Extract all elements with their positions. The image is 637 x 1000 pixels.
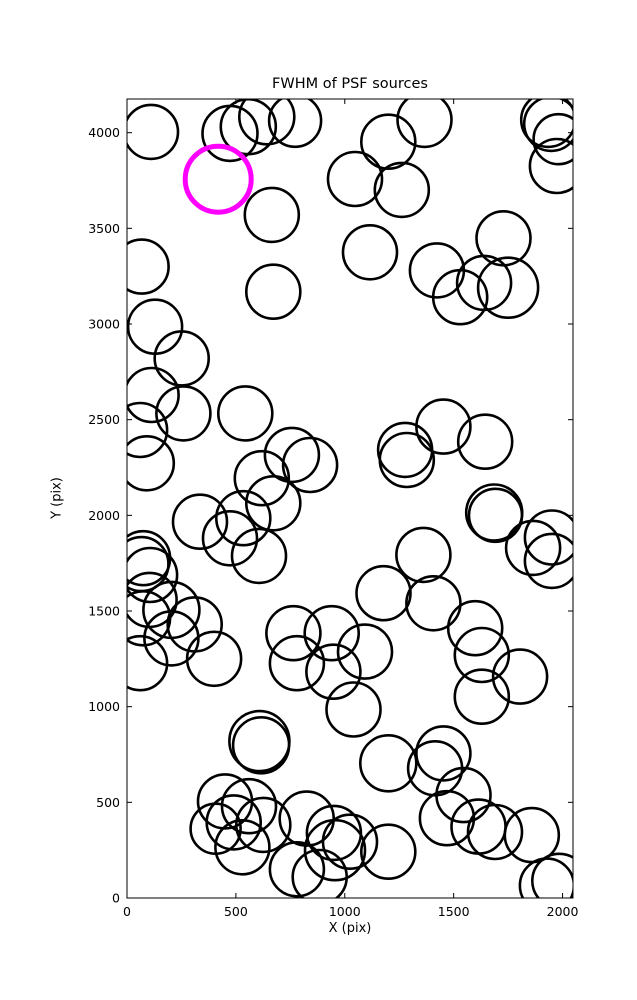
chart-title: FWHM of PSF sources bbox=[272, 76, 428, 92]
psf-circle bbox=[532, 112, 573, 166]
psf-circle bbox=[395, 526, 452, 584]
psf-circle bbox=[185, 630, 243, 688]
psf-circle bbox=[127, 401, 169, 459]
psf-circle bbox=[127, 435, 176, 492]
plot-frame bbox=[126, 98, 574, 899]
psf-circle bbox=[230, 527, 288, 585]
psf-circle bbox=[519, 99, 573, 149]
psf-circle bbox=[450, 798, 507, 855]
psf-circle bbox=[359, 113, 417, 170]
psf-circle bbox=[373, 161, 431, 219]
psf-circle bbox=[415, 725, 472, 782]
psf-circle bbox=[528, 137, 573, 195]
psf-circle bbox=[405, 574, 462, 632]
psf-circle bbox=[127, 366, 180, 424]
psf-circle bbox=[127, 634, 169, 692]
psf-circle bbox=[217, 385, 274, 442]
x-tick-label: 1500 bbox=[438, 904, 470, 919]
psf-circle bbox=[305, 643, 362, 701]
psf-circle bbox=[215, 489, 272, 547]
psf-circle bbox=[278, 790, 336, 847]
psf-circle bbox=[396, 99, 453, 149]
psf-circle bbox=[453, 668, 511, 726]
psf-circle bbox=[220, 777, 278, 835]
psf-circle bbox=[456, 413, 514, 471]
y-tick-label: 0 bbox=[112, 891, 120, 906]
y-tick-label: 4000 bbox=[88, 125, 120, 140]
psf-circle bbox=[127, 546, 179, 604]
x-tick-label: 0 bbox=[123, 904, 131, 919]
y-tick-label: 3500 bbox=[88, 221, 120, 236]
y-tick-label: 1000 bbox=[88, 699, 120, 714]
psf-circle bbox=[234, 796, 292, 854]
psf-circle bbox=[522, 99, 573, 153]
psf-circle bbox=[201, 509, 259, 567]
psf-circle bbox=[475, 210, 532, 267]
y-tick-label: 1500 bbox=[88, 604, 120, 619]
x-tick-label: 1000 bbox=[329, 904, 361, 919]
psf-circle bbox=[355, 564, 412, 622]
psf-circle bbox=[491, 648, 549, 705]
psf-circle bbox=[303, 818, 367, 882]
psf-circle bbox=[326, 150, 384, 208]
psf-circle bbox=[233, 449, 291, 507]
psf-circle bbox=[171, 493, 229, 551]
psf-circle bbox=[378, 431, 436, 489]
psf-circle bbox=[523, 509, 573, 566]
psf-circle bbox=[453, 626, 511, 684]
psf-circle bbox=[281, 436, 339, 494]
psf-circle bbox=[325, 681, 382, 738]
psf-circle bbox=[263, 426, 321, 484]
psf-circle bbox=[418, 789, 476, 847]
y-tick-label: 2500 bbox=[88, 412, 120, 427]
psf-circle bbox=[466, 803, 524, 861]
psf-circle bbox=[243, 186, 301, 244]
psf-circle bbox=[341, 224, 399, 281]
psf-circle bbox=[476, 256, 540, 320]
psf-circle bbox=[467, 487, 524, 544]
psf-circle bbox=[244, 263, 302, 321]
psf-circle bbox=[518, 857, 573, 898]
psf-circle bbox=[358, 733, 418, 793]
y-tick-label: 500 bbox=[96, 795, 120, 810]
psf-circle bbox=[214, 818, 271, 876]
psf-circle bbox=[303, 604, 361, 662]
psf-circle bbox=[265, 604, 322, 662]
scatter-markers bbox=[127, 99, 573, 898]
psf-circle bbox=[446, 599, 504, 657]
psf-circle bbox=[268, 840, 326, 898]
highlighted-circle bbox=[182, 143, 254, 215]
psf-circle bbox=[127, 103, 180, 161]
psf-circle bbox=[231, 715, 291, 775]
psf-circle bbox=[359, 823, 417, 881]
psf-circle bbox=[205, 794, 262, 851]
psf-circle bbox=[201, 104, 259, 163]
psf-circle bbox=[336, 623, 394, 680]
psf-circle bbox=[238, 99, 296, 146]
psf-circle bbox=[376, 421, 434, 479]
psf-circle bbox=[127, 238, 170, 295]
psf-circle bbox=[153, 330, 210, 387]
psf-circle bbox=[127, 298, 184, 355]
y-tick-label: 3000 bbox=[88, 317, 120, 332]
psf-circle bbox=[531, 852, 573, 898]
x-axis-label: X (pix) bbox=[328, 921, 372, 936]
x-tick-label: 500 bbox=[224, 904, 248, 919]
y-tick-label: 2000 bbox=[88, 508, 120, 523]
psf-circle bbox=[523, 532, 573, 590]
psf-circle bbox=[504, 519, 562, 577]
psf-circle bbox=[268, 634, 326, 692]
psf-circle bbox=[244, 474, 302, 532]
psf-circle bbox=[267, 99, 323, 149]
psf-circle bbox=[155, 385, 212, 442]
psf-circle bbox=[127, 590, 172, 647]
psf-circle bbox=[435, 766, 492, 824]
x-tick-label: 2000 bbox=[547, 904, 579, 919]
